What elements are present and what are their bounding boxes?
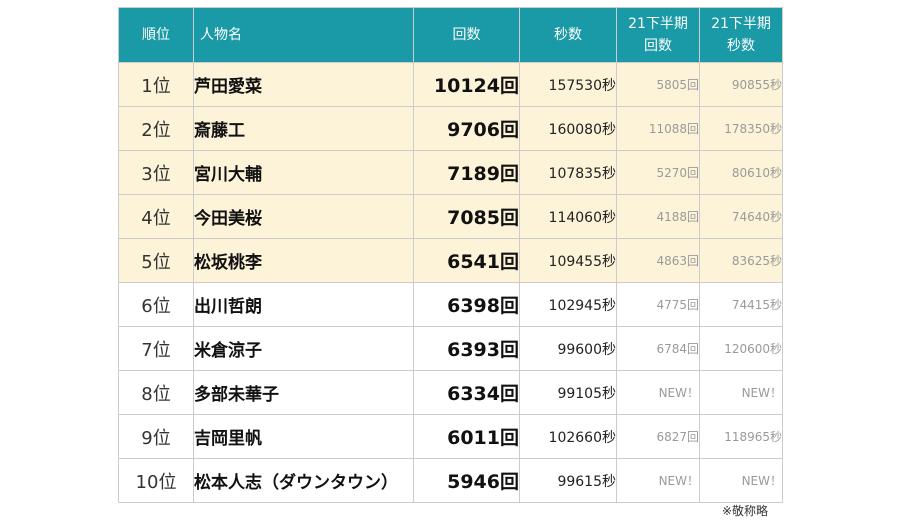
seconds-cell: 157530秒 — [519, 62, 617, 107]
h21-seconds-cell: 74415秒 — [699, 282, 783, 327]
count-cell: 6011回 — [413, 414, 520, 459]
header-h21-count: 21下半期 回数 — [616, 7, 700, 63]
table-row: 3位 宮川大輔 7189回 107835秒 5270回 80610秒 — [118, 150, 783, 195]
table-row: 7位 米倉涼子 6393回 99600秒 6784回 120600秒 — [118, 326, 783, 371]
h21-seconds-cell: 118965秒 — [699, 414, 783, 459]
seconds-cell: 99105秒 — [519, 370, 617, 415]
h21-seconds-cell: 120600秒 — [699, 326, 783, 371]
seconds-cell: 114060秒 — [519, 194, 617, 239]
name-cell: 今田美桜 — [193, 194, 414, 239]
rank-cell: 6位 — [118, 282, 194, 327]
honorifics-note: ※敬称略 — [722, 504, 769, 518]
h21-seconds-cell: 74640秒 — [699, 194, 783, 239]
count-cell: 7085回 — [413, 194, 520, 239]
seconds-cell: 99615秒 — [519, 458, 617, 503]
count-cell: 7189回 — [413, 150, 520, 195]
header-seconds: 秒数 — [519, 7, 617, 63]
rank-cell: 4位 — [118, 194, 194, 239]
table-body: 1位 芦田愛菜 10124回 157530秒 5805回 90855秒 2位 斎藤工 9706回… — [118, 62, 783, 503]
seconds-cell: 102945秒 — [519, 282, 617, 327]
count-cell: 6393回 — [413, 326, 520, 371]
h21-count-cell: 5270回 — [616, 150, 700, 195]
name-cell: 出川哲朗 — [193, 282, 414, 327]
h21-seconds-cell: NEW！ — [699, 458, 783, 503]
rank-cell: 3位 — [118, 150, 194, 195]
header-rank: 順位 — [118, 7, 194, 63]
table-row: 2位 斎藤工 9706回 160080秒 11088回 178350秒 — [118, 106, 783, 151]
h21-seconds-cell: NEW！ — [699, 370, 783, 415]
rank-cell: 1位 — [118, 62, 194, 107]
seconds-cell: 107835秒 — [519, 150, 617, 195]
header-count: 回数 — [413, 7, 520, 63]
count-cell: 6398回 — [413, 282, 520, 327]
h21-count-cell: 5805回 — [616, 62, 700, 107]
h21-count-cell: 4775回 — [616, 282, 700, 327]
rank-cell: 2位 — [118, 106, 194, 151]
seconds-cell: 160080秒 — [519, 106, 617, 151]
table-row: 5位 松坂桃李 6541回 109455秒 4863回 83625秒 — [118, 238, 783, 283]
count-cell: 6334回 — [413, 370, 520, 415]
header-name: 人物名 — [193, 7, 414, 63]
name-cell: 松坂桃李 — [193, 238, 414, 283]
h21-count-cell: NEW！ — [616, 458, 700, 503]
table-row: 8位 多部未華子 6334回 99105秒 NEW！ NEW！ — [118, 370, 783, 415]
name-cell: 宮川大輔 — [193, 150, 414, 195]
count-cell: 6541回 — [413, 238, 520, 283]
table-row: 9位 吉岡里帆 6011回 102660秒 6827回 118965秒 — [118, 414, 783, 459]
name-cell: 多部未華子 — [193, 370, 414, 415]
h21-seconds-cell: 90855秒 — [699, 62, 783, 107]
name-cell: 吉岡里帆 — [193, 414, 414, 459]
table-row: 6位 出川哲朗 6398回 102945秒 4775回 74415秒 — [118, 282, 783, 327]
h21-count-cell: NEW！ — [616, 370, 700, 415]
header-h21-count-line1: 21下半期 — [628, 16, 688, 32]
h21-count-cell: 4863回 — [616, 238, 700, 283]
h21-count-cell: 6784回 — [616, 326, 700, 371]
name-cell: 芦田愛菜 — [193, 62, 414, 107]
rank-cell: 8位 — [118, 370, 194, 415]
count-cell: 9706回 — [413, 106, 520, 151]
h21-seconds-cell: 80610秒 — [699, 150, 783, 195]
count-cell: 5946回 — [413, 458, 520, 503]
seconds-cell: 109455秒 — [519, 238, 617, 283]
rank-cell: 5位 — [118, 238, 194, 283]
h21-count-cell: 4188回 — [616, 194, 700, 239]
rank-cell: 7位 — [118, 326, 194, 371]
h21-count-cell: 11088回 — [616, 106, 700, 151]
seconds-cell: 102660秒 — [519, 414, 617, 459]
table-row: 4位 今田美桜 7085回 114060秒 4188回 74640秒 — [118, 194, 783, 239]
h21-seconds-cell: 178350秒 — [699, 106, 783, 151]
name-cell: 斎藤工 — [193, 106, 414, 151]
table-row: 10位 松本人志（ダウンタウン） 5946回 99615秒 NEW！ NEW！ — [118, 458, 783, 503]
table-row: 1位 芦田愛菜 10124回 157530秒 5805回 90855秒 — [118, 62, 783, 107]
header-h21-seconds: 21下半期 秒数 — [699, 7, 783, 63]
seconds-cell: 99600秒 — [519, 326, 617, 371]
name-cell: 松本人志（ダウンタウン） — [193, 458, 414, 503]
h21-seconds-cell: 83625秒 — [699, 238, 783, 283]
rank-cell: 9位 — [118, 414, 194, 459]
header-h21-seconds-line1: 21下半期 — [711, 16, 771, 32]
header-row: 順位 人物名 回数 秒数 21下半期 回数 21下半期 秒数 — [118, 7, 783, 63]
name-cell: 米倉涼子 — [193, 326, 414, 371]
h21-count-cell: 6827回 — [616, 414, 700, 459]
header-h21-count-line2: 回数 — [644, 38, 672, 54]
ranking-table: 順位 人物名 回数 秒数 21下半期 回数 21下半期 秒数 1位 芦田愛菜 101… — [118, 7, 783, 503]
count-cell: 10124回 — [413, 62, 520, 107]
table-header: 順位 人物名 回数 秒数 21下半期 回数 21下半期 秒数 — [118, 7, 783, 63]
rank-cell: 10位 — [118, 458, 194, 503]
header-h21-seconds-line2: 秒数 — [727, 38, 755, 54]
